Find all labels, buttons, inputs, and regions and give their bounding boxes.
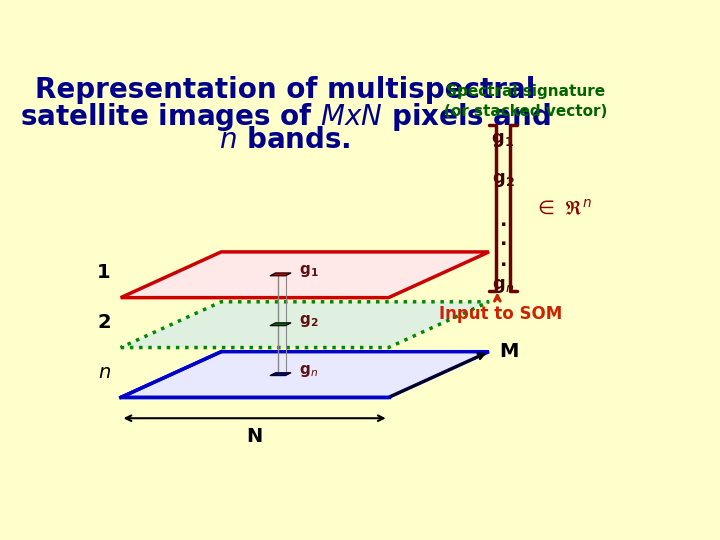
Text: $\mathbf{g_2}$: $\mathbf{g_2}$ <box>300 313 319 329</box>
Polygon shape <box>270 323 291 326</box>
Text: N: N <box>246 427 263 447</box>
Text: $\mathbf{g_{\mathit{n}}}$: $\mathbf{g_{\mathit{n}}}$ <box>300 363 318 379</box>
Text: M: M <box>499 342 518 361</box>
Text: Input to SOM: Input to SOM <box>438 305 562 323</box>
Text: $\boldsymbol{\cdot}$: $\boldsymbol{\cdot}$ <box>499 233 507 252</box>
Text: $n$: $n$ <box>98 363 111 382</box>
Text: Representation of multispectral: Representation of multispectral <box>35 77 536 104</box>
Polygon shape <box>270 373 291 376</box>
Polygon shape <box>121 352 489 397</box>
Text: Spectral signature: Spectral signature <box>446 84 605 98</box>
Text: $\mathbf{g_2}$: $\mathbf{g_2}$ <box>492 171 514 189</box>
Text: 2: 2 <box>97 313 111 332</box>
Polygon shape <box>121 252 489 298</box>
Text: $\mathbf{g_{\mathit{n}}}$: $\mathbf{g_{\mathit{n}}}$ <box>492 277 514 295</box>
Text: $\mathbf{g_1}$: $\mathbf{g_1}$ <box>300 263 319 279</box>
Text: 1: 1 <box>97 263 111 282</box>
Text: (or stacked vector): (or stacked vector) <box>444 104 607 119</box>
Text: $\mathit{n}$ bands.: $\mathit{n}$ bands. <box>220 126 351 154</box>
Text: $\in\ \mathfrak{R}^n$: $\in\ \mathfrak{R}^n$ <box>534 198 592 219</box>
Text: satellite images of $\mathit{MxN}$ pixels and: satellite images of $\mathit{MxN}$ pixel… <box>20 102 551 133</box>
Text: $\boldsymbol{\cdot}$: $\boldsymbol{\cdot}$ <box>499 254 507 273</box>
Polygon shape <box>121 302 489 348</box>
Text: $\mathbf{g_1}$: $\mathbf{g_1}$ <box>492 131 514 150</box>
Text: $\boldsymbol{\cdot}$: $\boldsymbol{\cdot}$ <box>499 214 507 233</box>
Polygon shape <box>270 273 291 276</box>
